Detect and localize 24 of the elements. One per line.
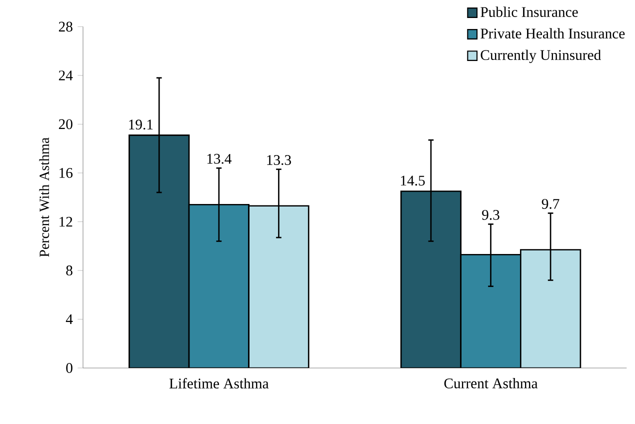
data-label: 9.3 [482, 210, 500, 220]
x-tick-label: Lifetime Asthma [169, 378, 269, 389]
y-tick-label: 28 [58, 22, 72, 32]
data-label: 14.5 [400, 176, 425, 186]
bar [520, 249, 582, 368]
y-tick-label: 8 [66, 266, 72, 276]
y-tick-label: 4 [66, 314, 73, 324]
data-label: 19.1 [129, 120, 153, 130]
bar [460, 254, 522, 368]
data-label: 9.7 [542, 198, 560, 209]
data-label: 13.3 [267, 155, 291, 166]
y-tick-label: 0 [66, 363, 72, 373]
legend-label: Public Insurance [480, 6, 578, 17]
y-tick-label: 12 [60, 216, 72, 227]
y-axis-title: Percent With Asthma [39, 138, 50, 257]
legend-label: Private Health Insurance [480, 28, 625, 38]
bar [188, 204, 250, 368]
bar [248, 205, 310, 368]
y-tick-label: 24 [58, 70, 73, 80]
x-tick-label: Current Asthma [444, 378, 538, 388]
data-label: 13.4 [207, 154, 232, 164]
y-tick-label: 16 [60, 168, 73, 178]
y-tick-label: 20 [58, 119, 72, 130]
legend-label: Currently Uninsured [480, 50, 601, 64]
